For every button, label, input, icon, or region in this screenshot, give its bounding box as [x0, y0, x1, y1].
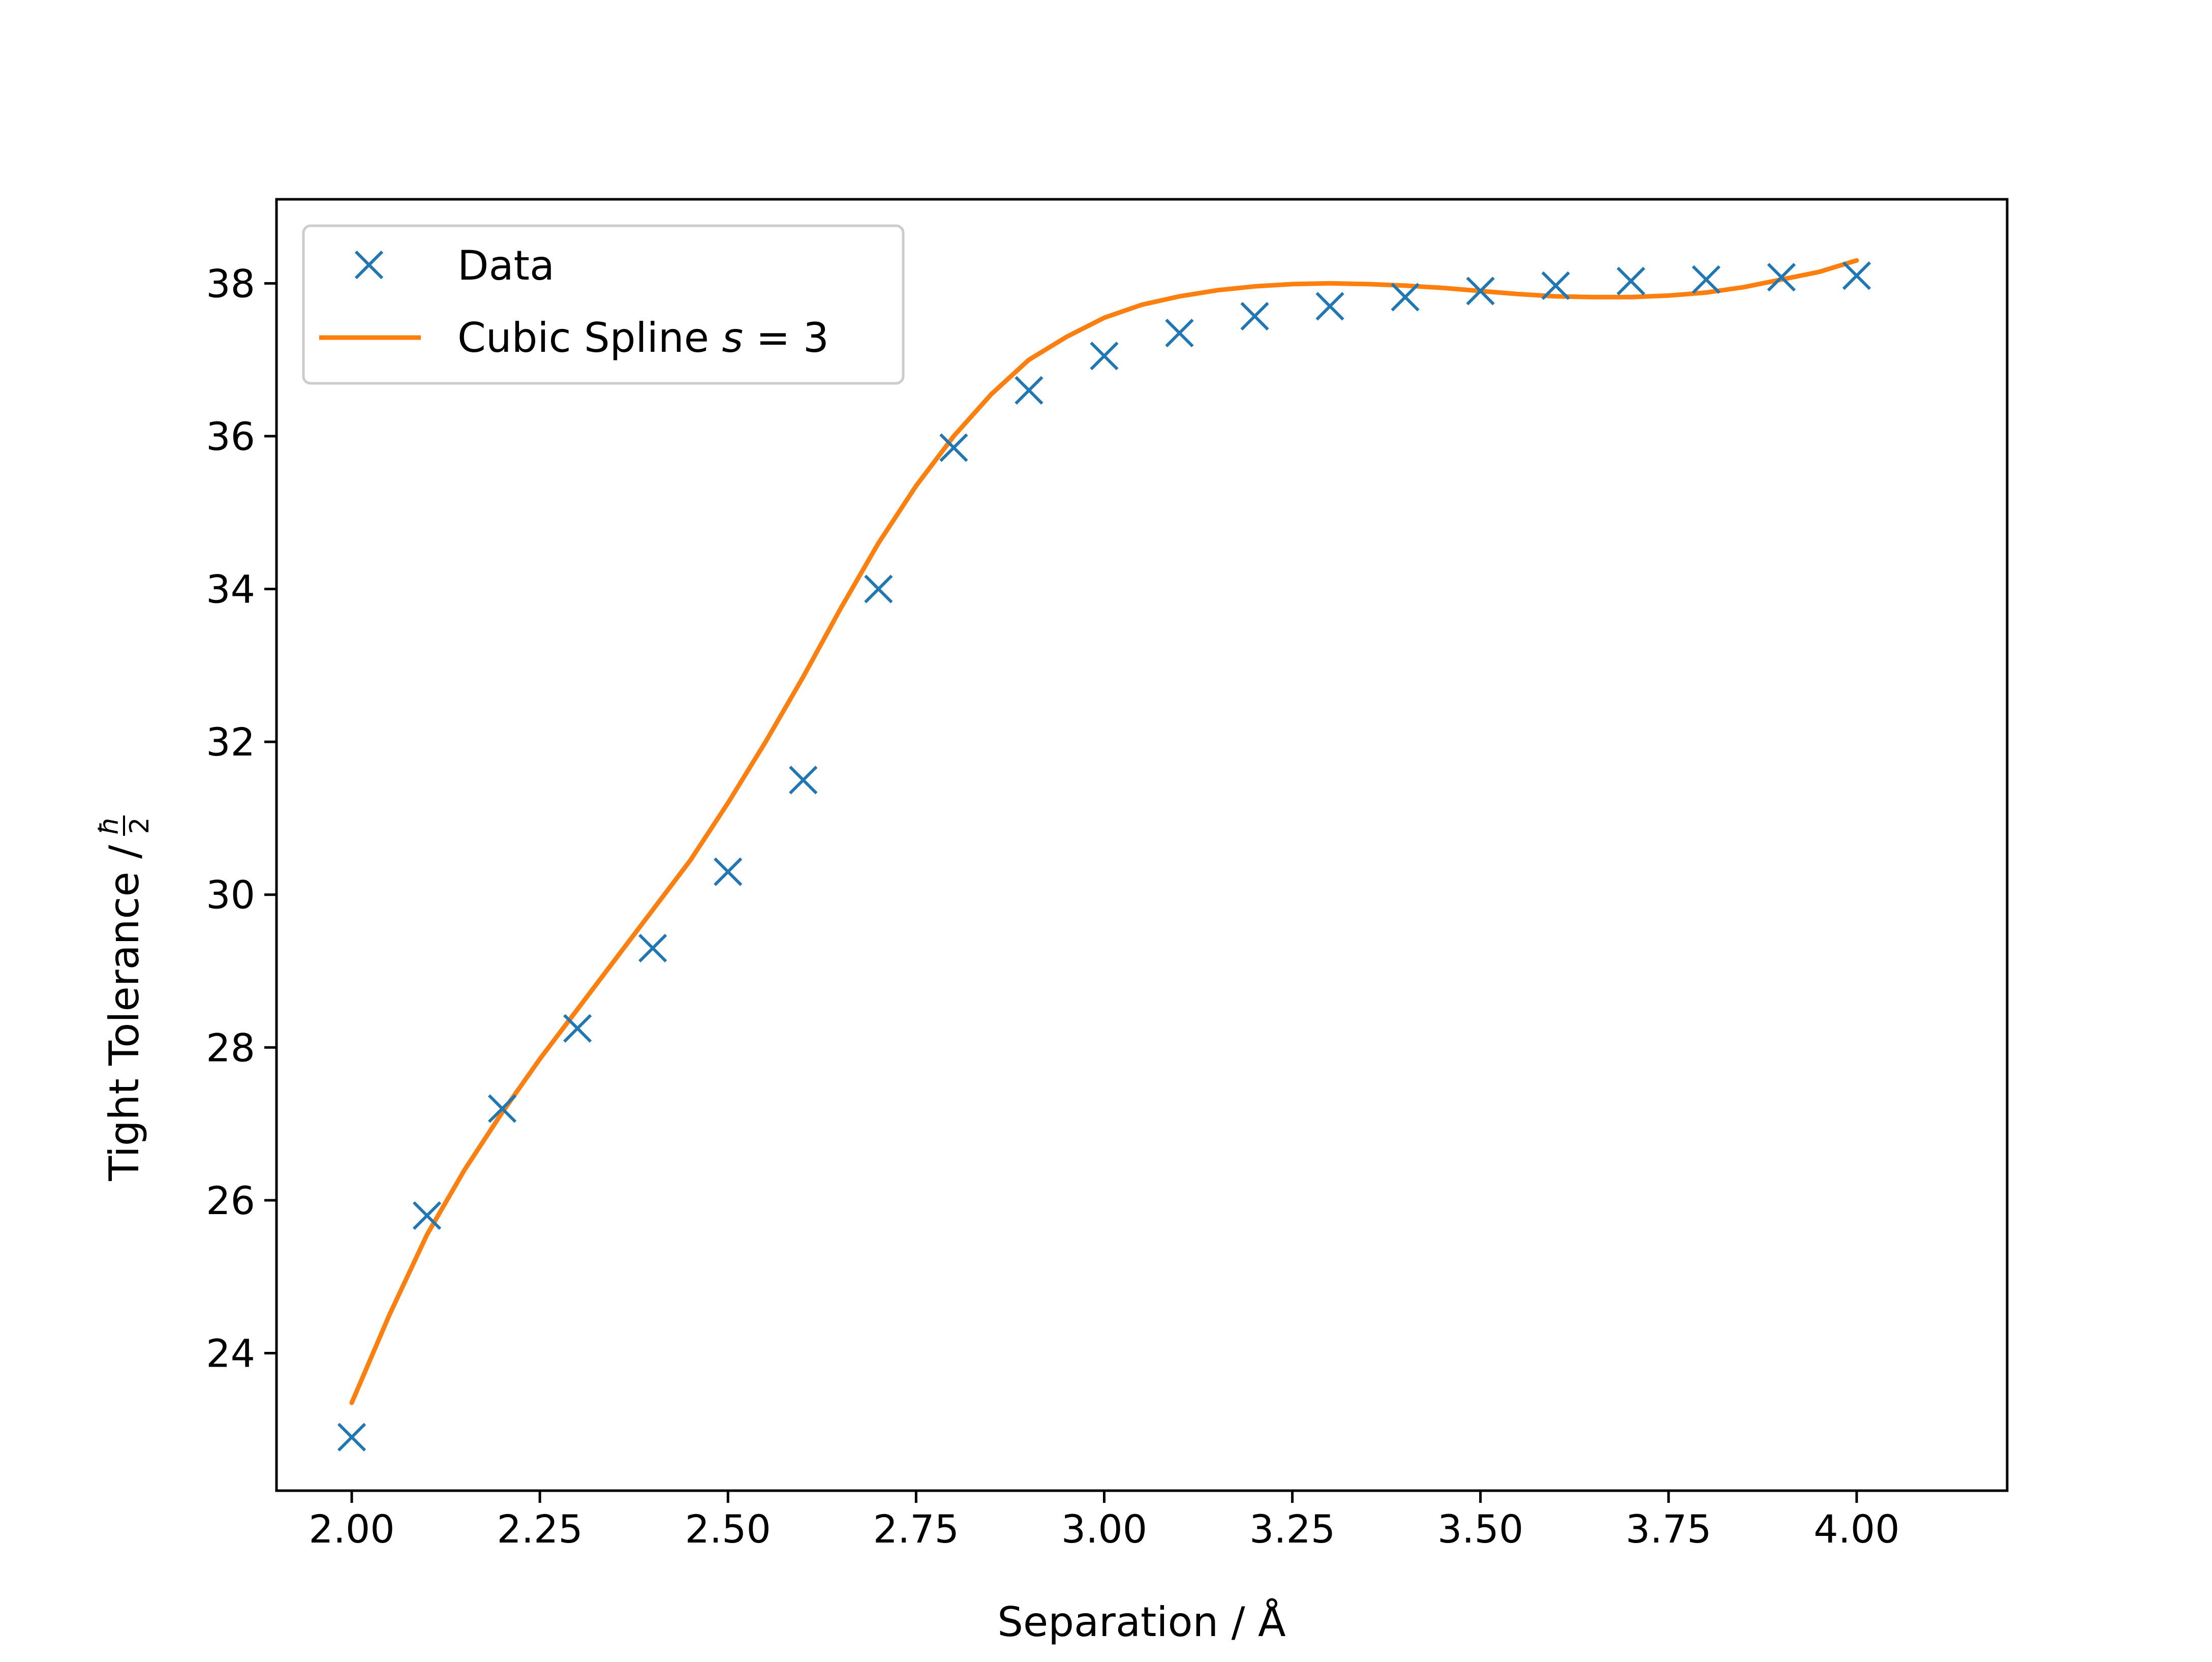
y-tick-label: 34 — [206, 567, 255, 612]
marker-layer — [337, 261, 1871, 1452]
data-point — [1541, 271, 1570, 300]
data-point — [1015, 376, 1043, 405]
data-point — [939, 433, 968, 462]
legend-label-spline-eq: = 3 — [743, 314, 829, 361]
y-axis-unit-numerator: ħ — [94, 817, 125, 835]
x-tick-label: 3.75 — [1625, 1506, 1711, 1552]
y-tick-label: 32 — [206, 719, 255, 765]
data-point-stroke — [1391, 283, 1420, 312]
y-tick-label: 38 — [206, 261, 255, 306]
data-point-stroke — [638, 933, 667, 963]
y-tick-label: 36 — [206, 414, 255, 459]
y-axis-label-text: Tight Tolerance / — [101, 845, 148, 1182]
x-tick-label: 2.25 — [497, 1506, 583, 1552]
y-axis-unit-denominator: 2 — [125, 817, 155, 834]
data-point-stroke — [939, 433, 968, 462]
y-tick-label: 28 — [206, 1025, 255, 1070]
data-point-stroke — [789, 766, 818, 795]
data-point-stroke — [864, 575, 893, 603]
data-point-stroke — [412, 1201, 442, 1230]
x-tick-label: 3.50 — [1437, 1506, 1523, 1552]
data-point-stroke — [1165, 318, 1194, 348]
x-tick-label: 2.75 — [873, 1506, 959, 1552]
data-point — [1391, 283, 1420, 312]
data-point — [563, 1014, 592, 1043]
x-tick-label: 4.00 — [1814, 1506, 1899, 1552]
data-point — [789, 766, 818, 795]
data-point-stroke — [563, 1014, 592, 1043]
plot-area — [275, 198, 2009, 1492]
data-point-stroke — [1315, 292, 1344, 321]
data-point — [864, 575, 893, 603]
x-axis-label: Separation / Å — [997, 1598, 1286, 1646]
data-point-stroke — [1616, 266, 1645, 295]
data-point-stroke — [1090, 341, 1119, 371]
x-tick-label: 3.00 — [1061, 1506, 1147, 1552]
data-point-stroke — [1541, 271, 1570, 300]
data-point-stroke — [1466, 277, 1495, 306]
y-axis-ticks: 24 26 28 30 32 34 36 38 — [206, 261, 276, 1376]
x-tick-label: 2.00 — [309, 1506, 394, 1552]
data-point-stroke — [1015, 376, 1043, 405]
svg-text:Tight Tolerance /: Tight Tolerance / — [101, 845, 148, 1182]
data-point — [638, 933, 667, 963]
legend-label-spline: Cubic Spline s = 3 — [457, 314, 829, 361]
y-tick-label: 30 — [206, 872, 255, 918]
legend-label-data: Data — [457, 242, 555, 289]
data-point — [412, 1201, 442, 1230]
legend-label-spline-var: s — [722, 314, 743, 361]
legend: Data Cubic Spline s = 3 — [302, 224, 905, 385]
data-point — [1767, 263, 1796, 292]
data-point — [1315, 292, 1344, 321]
data-point — [1165, 318, 1194, 348]
data-point — [1240, 301, 1269, 331]
spline-line — [349, 258, 1859, 1405]
data-point — [1842, 261, 1871, 290]
legend-label-spline-prefix: Cubic Spline — [457, 314, 722, 361]
y-axis-label: Tight Tolerance / ħ 2 — [94, 815, 155, 1182]
data-point-stroke — [1240, 301, 1269, 331]
x-tick-label: 2.50 — [685, 1506, 771, 1552]
data-point — [1616, 266, 1645, 295]
data-point — [1692, 265, 1721, 294]
data-point-stroke — [1767, 263, 1796, 292]
legend-marker-data — [354, 250, 384, 280]
y-tick-label: 24 — [206, 1331, 255, 1376]
spline-layer — [349, 258, 1859, 1405]
y-tick-label: 26 — [206, 1178, 255, 1223]
x-axis-ticks: 2.00 2.25 2.50 2.75 3.00 3.25 3.50 3.75 4.00 — [309, 1491, 1900, 1552]
data-point-stroke — [1842, 261, 1871, 290]
data-point-stroke — [714, 857, 743, 886]
legend-box — [302, 224, 905, 385]
data-point-stroke — [1692, 265, 1721, 294]
data-point — [1466, 277, 1495, 306]
data-point — [337, 1423, 366, 1452]
data-point — [714, 857, 743, 886]
data-point-stroke — [337, 1423, 366, 1452]
data-point — [488, 1094, 517, 1123]
x-tick-label: 3.25 — [1249, 1506, 1335, 1552]
data-point — [1090, 341, 1119, 371]
data-point-stroke — [488, 1094, 517, 1123]
axes-frame — [275, 198, 2009, 1492]
